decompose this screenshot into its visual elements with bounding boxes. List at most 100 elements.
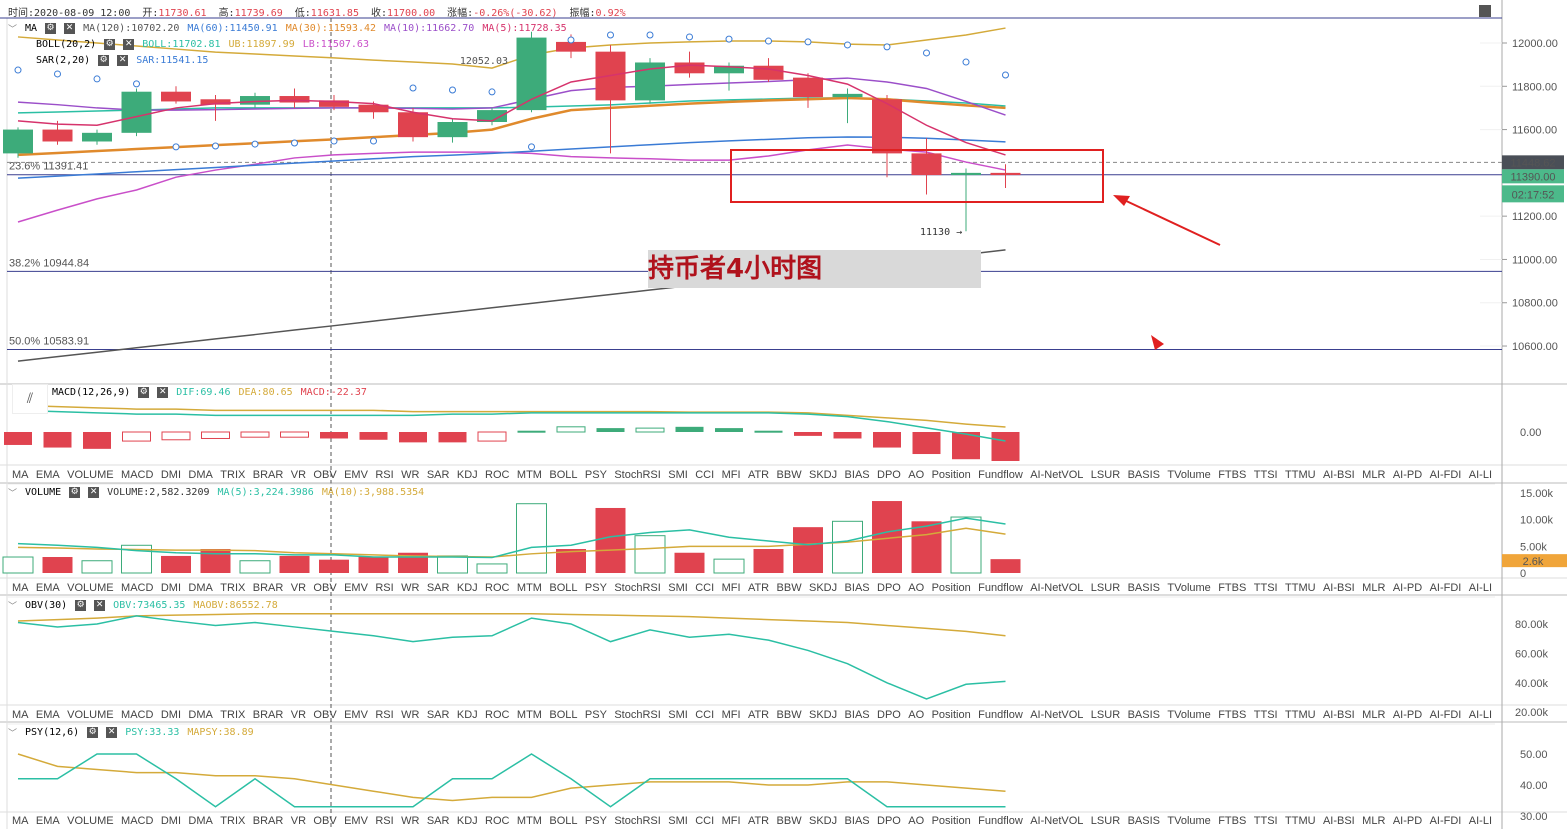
indicator-tab-emv[interactable]: EMV — [344, 469, 369, 481]
indicator-tab-dmi[interactable]: DMI — [161, 582, 181, 594]
settings-gear-icon[interactable]: ⚙ — [45, 23, 57, 34]
indicator-tab-ai-fdi[interactable]: AI-FDI — [1430, 709, 1462, 721]
indicator-tab-basis[interactable]: BASIS — [1128, 709, 1160, 721]
indicator-tab-cci[interactable]: CCI — [695, 469, 714, 481]
indicator-tab-fundflow[interactable]: Fundflow — [978, 582, 1023, 594]
indicator-tab-dmi[interactable]: DMI — [161, 469, 181, 481]
indicator-tab-lsur[interactable]: LSUR — [1091, 815, 1120, 827]
indicator-tab-ma[interactable]: MA — [12, 469, 29, 481]
indicator-tab-cci[interactable]: CCI — [695, 815, 714, 827]
indicator-tab-brar[interactable]: BRAR — [253, 469, 284, 481]
indicator-tab-ao[interactable]: AO — [908, 709, 924, 721]
indicator-tab-ftbs[interactable]: FTBS — [1218, 709, 1246, 721]
indicator-tab-mlr[interactable]: MLR — [1362, 582, 1385, 594]
indicator-tab-dmi[interactable]: DMI — [161, 709, 181, 721]
fullscreen-icon[interactable] — [1479, 5, 1491, 17]
indicator-tab-brar[interactable]: BRAR — [253, 709, 284, 721]
indicator-tab-rsi[interactable]: RSI — [375, 815, 393, 827]
close-icon[interactable]: ✕ — [94, 600, 106, 611]
indicator-tab-macd[interactable]: MACD — [121, 469, 153, 481]
indicator-tab-ai-bsi[interactable]: AI-BSI — [1323, 469, 1355, 481]
indicator-tab-boll[interactable]: BOLL — [549, 815, 577, 827]
indicator-tab-vr[interactable]: VR — [291, 815, 306, 827]
collapse-icon[interactable]: ﹀ — [8, 489, 18, 499]
indicator-tab-tvolume[interactable]: TVolume — [1167, 469, 1210, 481]
indicator-tab-mlr[interactable]: MLR — [1362, 815, 1385, 827]
close-icon[interactable]: ✕ — [157, 387, 169, 398]
indicator-tab-tvolume[interactable]: TVolume — [1167, 709, 1210, 721]
indicator-tab-obv[interactable]: OBV — [313, 709, 337, 721]
indicator-tab-ai-pd[interactable]: AI-PD — [1393, 709, 1422, 721]
indicator-tab-ai-bsi[interactable]: AI-BSI — [1323, 582, 1355, 594]
indicator-tab-ai-netvol[interactable]: AI-NetVOL — [1030, 815, 1083, 827]
settings-gear-icon[interactable]: ⚙ — [87, 727, 99, 738]
indicator-tab-ai-li[interactable]: AI-LI — [1469, 815, 1492, 827]
indicator-tab-dmi[interactable]: DMI — [161, 815, 181, 827]
indicator-tab-roc[interactable]: ROC — [485, 582, 510, 594]
indicator-tab-rsi[interactable]: RSI — [375, 582, 393, 594]
indicator-tab-sar[interactable]: SAR — [427, 815, 450, 827]
indicator-tab-ai-netvol[interactable]: AI-NetVOL — [1030, 582, 1083, 594]
indicator-tab-boll[interactable]: BOLL — [549, 469, 577, 481]
indicator-tab-volume[interactable]: VOLUME — [67, 815, 113, 827]
indicator-tab-stochrsi[interactable]: StochRSI — [614, 469, 660, 481]
close-icon[interactable]: ✕ — [117, 55, 129, 66]
indicator-tab-roc[interactable]: ROC — [485, 709, 510, 721]
indicator-tab-lsur[interactable]: LSUR — [1091, 582, 1120, 594]
indicator-tab-sar[interactable]: SAR — [427, 709, 450, 721]
indicator-tab-atr[interactable]: ATR — [748, 815, 769, 827]
indicator-tab-atr[interactable]: ATR — [748, 582, 769, 594]
indicator-tab-ttsi[interactable]: TTSI — [1254, 469, 1278, 481]
indicator-tab-cci[interactable]: CCI — [695, 582, 714, 594]
indicator-tab-roc[interactable]: ROC — [485, 815, 510, 827]
indicator-tab-obv[interactable]: OBV — [313, 469, 337, 481]
indicator-tab-ema[interactable]: EMA — [36, 815, 61, 827]
indicator-tab-mtm[interactable]: MTM — [517, 582, 542, 594]
settings-gear-icon[interactable]: ⚙ — [98, 55, 110, 66]
indicator-tab-macd[interactable]: MACD — [121, 582, 153, 594]
indicator-tab-mlr[interactable]: MLR — [1362, 469, 1385, 481]
indicator-tab-ema[interactable]: EMA — [36, 469, 61, 481]
indicator-tab-mfi[interactable]: MFI — [722, 469, 741, 481]
indicator-tab-kdj[interactable]: KDJ — [457, 815, 478, 827]
indicator-tab-rsi[interactable]: RSI — [375, 709, 393, 721]
indicator-tab-psy[interactable]: PSY — [585, 709, 608, 721]
indicator-tab-macd[interactable]: MACD — [121, 815, 153, 827]
indicator-tab-ai-netvol[interactable]: AI-NetVOL — [1030, 469, 1083, 481]
indicator-tab-skdj[interactable]: SKDJ — [809, 815, 837, 827]
indicator-tab-position[interactable]: Position — [932, 815, 971, 827]
indicator-tab-ftbs[interactable]: FTBS — [1218, 582, 1246, 594]
settings-gear-icon[interactable]: ⚙ — [69, 487, 81, 498]
indicator-tab-brar[interactable]: BRAR — [253, 582, 284, 594]
indicator-tab-ai-fdi[interactable]: AI-FDI — [1430, 582, 1462, 594]
collapse-icon[interactable]: ﹀ — [8, 602, 18, 612]
collapse-icon[interactable]: ﹀ — [8, 729, 18, 739]
indicator-tab-dpo[interactable]: DPO — [877, 469, 901, 481]
indicator-tab-ma[interactable]: MA — [12, 582, 29, 594]
indicator-tab-atr[interactable]: ATR — [748, 709, 769, 721]
indicator-tab-basis[interactable]: BASIS — [1128, 582, 1160, 594]
indicator-tab-sar[interactable]: SAR — [427, 469, 450, 481]
indicator-tab-lsur[interactable]: LSUR — [1091, 469, 1120, 481]
indicator-tab-mtm[interactable]: MTM — [517, 815, 542, 827]
indicator-tab-ttsi[interactable]: TTSI — [1254, 815, 1278, 827]
indicator-tab-bbw[interactable]: BBW — [777, 469, 803, 481]
indicator-tab-psy[interactable]: PSY — [585, 469, 608, 481]
indicator-tab-ai-pd[interactable]: AI-PD — [1393, 469, 1422, 481]
indicator-tab-wr[interactable]: WR — [401, 469, 419, 481]
indicator-tab-bias[interactable]: BIAS — [845, 469, 870, 481]
indicator-tab-mlr[interactable]: MLR — [1362, 709, 1385, 721]
indicator-tab-obv[interactable]: OBV — [313, 815, 337, 827]
indicator-tab-psy[interactable]: PSY — [585, 582, 608, 594]
indicator-tab-mfi[interactable]: MFI — [722, 815, 741, 827]
close-icon[interactable]: ✕ — [64, 23, 76, 34]
indicator-tab-volume[interactable]: VOLUME — [67, 469, 113, 481]
close-icon[interactable]: ✕ — [123, 39, 135, 50]
indicator-tab-boll[interactable]: BOLL — [549, 709, 577, 721]
close-icon[interactable]: ✕ — [88, 487, 100, 498]
indicator-tab-obv[interactable]: OBV — [313, 582, 337, 594]
indicator-tab-ttmu[interactable]: TTMU — [1285, 709, 1316, 721]
indicator-tab-dma[interactable]: DMA — [188, 469, 213, 481]
indicator-tab-emv[interactable]: EMV — [344, 582, 369, 594]
